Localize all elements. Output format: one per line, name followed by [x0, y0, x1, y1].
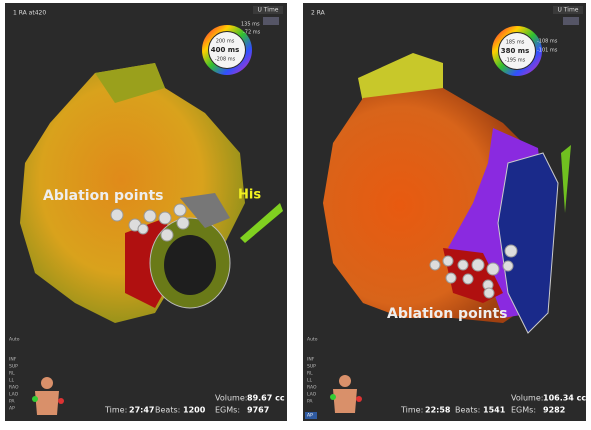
- toolbar-item[interactable]: LAO: [9, 392, 19, 398]
- stat-value: 1200: [183, 406, 206, 415]
- toolbar-item[interactable]: SUP: [307, 364, 316, 370]
- toolbar-item[interactable]: RL: [307, 371, 313, 377]
- annotation: Ablation points: [43, 188, 163, 204]
- stat-label: EGMs:: [215, 406, 240, 415]
- scale-label: 185 ms: [506, 40, 525, 46]
- scale-label: -208 ms: [215, 57, 236, 63]
- stat-label: EGMs:: [511, 406, 536, 415]
- stat-value: 27:47: [129, 406, 154, 415]
- toolbar-item[interactable]: LAO: [307, 392, 317, 398]
- map-shape: [95, 63, 165, 103]
- stat-value: 106.34 cc: [543, 394, 586, 403]
- toolbar-item[interactable]: RL: [9, 371, 15, 377]
- stat-label: Beats:: [155, 406, 180, 415]
- his-shape: [240, 203, 283, 243]
- color-wheel: [202, 25, 252, 75]
- stat-label: Beats:: [455, 406, 480, 415]
- icon[interactable]: [563, 17, 579, 25]
- map-shape: [180, 193, 230, 228]
- icon[interactable]: [263, 17, 279, 25]
- annotation: His: [238, 188, 261, 203]
- panel-title: 2 RA: [311, 10, 326, 17]
- scale-label: 200 ms: [216, 39, 235, 45]
- scale-label: -195 ms: [505, 58, 526, 64]
- toolbar-item[interactable]: RAO: [307, 385, 317, 391]
- color-wheel: [492, 26, 542, 76]
- color-wheel-center: [209, 32, 245, 68]
- toolbar-item[interactable]: SUP: [9, 364, 18, 370]
- toolbar-active: [305, 412, 317, 419]
- scale-label: 380 ms: [501, 47, 530, 55]
- toolbar-item[interactable]: PA: [307, 399, 313, 405]
- toolbar-item[interactable]: INF: [9, 357, 17, 363]
- valve-hole: [164, 235, 216, 295]
- torso-icon: [330, 375, 362, 413]
- toolbar-item[interactable]: PA: [9, 399, 15, 405]
- toolbar-item[interactable]: AP: [307, 413, 313, 419]
- mode-button[interactable]: [553, 6, 583, 14]
- panel-left: 1 RA at420 U Time Ablation points His 20…: [5, 3, 287, 421]
- torso-icon: [32, 377, 64, 415]
- color-wheel-center: [499, 33, 535, 69]
- toolbar-item[interactable]: LL: [9, 378, 15, 384]
- stat-label: Volume:: [215, 394, 247, 403]
- stat-value: 89.67 cc: [247, 394, 285, 403]
- toolbar: Auto INF SUP RL LL RAO LAO PA AP: [9, 337, 20, 412]
- toolbar-item[interactable]: INF: [307, 357, 315, 363]
- scale-label: 400 ms: [211, 46, 240, 54]
- scale-label: -108 ms: [537, 39, 558, 45]
- stat-value: 22:58: [425, 406, 451, 415]
- stat-label: Time:: [104, 406, 127, 415]
- ablation-points: [429, 244, 518, 299]
- toolbar-item[interactable]: RAO: [9, 385, 19, 391]
- stat-label: Volume:: [511, 394, 543, 403]
- scale-label: 135 ms: [241, 22, 260, 28]
- ablation-points: [110, 203, 190, 242]
- toolbar-item[interactable]: Auto: [307, 337, 318, 343]
- stat-label: Time:: [400, 406, 423, 415]
- stat-value: 1541: [483, 406, 506, 415]
- toolbar-item[interactable]: AP: [9, 406, 15, 412]
- mode-button[interactable]: [253, 6, 283, 14]
- map-shape: [561, 145, 571, 213]
- annotation: Ablation points: [387, 306, 507, 322]
- mode-label: U Time: [258, 7, 279, 14]
- toolbar-item[interactable]: LL: [307, 378, 313, 384]
- scale-label: -101 ms: [537, 48, 558, 54]
- toolbar-item[interactable]: Auto: [9, 337, 20, 343]
- toolbar: Auto INF SUP RL LL RAO LAO PA AP: [305, 337, 318, 419]
- mode-label: U Time: [558, 7, 579, 14]
- valve-ring: [497, 152, 559, 334]
- panel-title: 1 RA at420: [13, 10, 46, 17]
- map-shape: [358, 53, 443, 103]
- stat-value: 9282: [543, 406, 565, 415]
- scale-label: -72 ms: [243, 30, 261, 36]
- stat-value: 9767: [247, 406, 269, 415]
- panel-right: 2 RA U Time Ablation points 185 ms 380 m…: [303, 3, 586, 421]
